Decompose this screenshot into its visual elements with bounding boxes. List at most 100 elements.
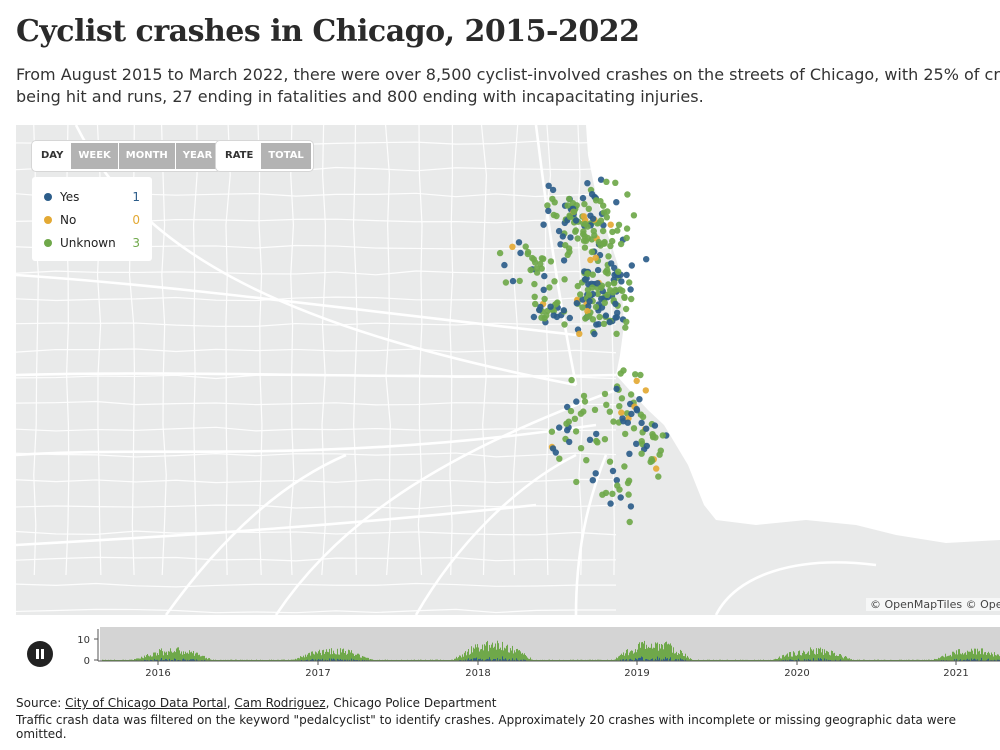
crash-dot — [544, 202, 551, 209]
crash-dot — [622, 324, 629, 331]
crash-dot — [581, 276, 589, 283]
timeline-bar — [987, 652, 988, 661]
timeline-bar — [975, 648, 976, 661]
timeline-bar — [649, 647, 650, 661]
timeline-bar — [530, 657, 531, 661]
timeline-bar — [830, 655, 831, 661]
mode-rate-button[interactable]: RATE — [218, 143, 262, 169]
timeline-bar-yes — [659, 657, 660, 661]
map-attribution[interactable]: © OpenMapTiles © OpenStreetMap contribut… — [866, 598, 1000, 611]
highway — [574, 454, 608, 615]
timeline-bar-yes — [506, 659, 507, 661]
timeline-bar — [198, 655, 199, 661]
crash-dot — [572, 428, 580, 435]
timeline-bar — [685, 653, 686, 661]
timeline-bar — [292, 659, 293, 661]
timeline-bar — [969, 651, 970, 661]
crash-dot — [609, 228, 616, 236]
timeline-bar — [171, 651, 172, 661]
timeline-chart[interactable]: 10 0 2016 2017 2018 2019 2020 2021 — [70, 624, 1000, 684]
timeline-bar — [993, 656, 994, 661]
map-canvas[interactable] — [16, 125, 1000, 615]
timeline-bar — [997, 654, 998, 661]
timeline-bar-yes — [334, 659, 335, 661]
period-year-button[interactable]: YEAR — [175, 143, 220, 169]
crash-dot — [560, 307, 567, 314]
timeline-x-tick-label: 2017 — [305, 668, 330, 679]
timeline-bar — [256, 659, 257, 661]
timeline-bar-yes — [681, 659, 682, 661]
timeline-bar — [572, 659, 573, 661]
timeline-bar — [204, 655, 205, 661]
timeline-bar — [953, 651, 954, 661]
crash-map[interactable]: DAY WEEK MONTH YEAR RATE TOTAL Yes 1 No … — [16, 125, 1000, 615]
period-day-button[interactable]: DAY — [34, 143, 72, 169]
pause-button[interactable] — [27, 641, 53, 667]
timeline-bar — [922, 659, 923, 661]
crash-dot — [633, 440, 640, 447]
timeline-bar — [346, 654, 347, 661]
crash-dot — [609, 237, 616, 245]
timeline-bar — [420, 659, 421, 661]
crash-dot — [648, 456, 655, 463]
period-week-button[interactable]: WEEK — [71, 143, 119, 169]
crash-dot — [597, 284, 605, 291]
timeline-bar — [475, 644, 476, 661]
timeline-bar — [377, 659, 378, 661]
crash-dot — [589, 215, 597, 222]
crash-dot — [581, 244, 589, 251]
timeline-bar — [396, 659, 397, 661]
timeline-bar — [972, 650, 973, 661]
road — [16, 530, 617, 536]
crash-dot — [573, 398, 580, 405]
timeline-bar — [522, 652, 523, 661]
timeline-bar — [945, 653, 946, 661]
crash-dot — [570, 208, 578, 215]
timeline-bar-yes — [682, 659, 683, 661]
timeline-bar — [941, 656, 942, 661]
timeline-bar-yes — [798, 658, 799, 661]
timeline-bar-yes — [824, 658, 825, 661]
timeline-bar — [158, 655, 159, 661]
timeline-bar — [874, 659, 875, 661]
timeline-bar — [354, 656, 355, 661]
timeline-bar-yes — [525, 659, 526, 661]
source-link-author[interactable]: Cam Rodriguez — [234, 696, 326, 710]
timeline-bar — [302, 657, 303, 661]
crash-dot — [596, 313, 603, 321]
crash-dot — [532, 300, 539, 308]
timeline-bar — [182, 654, 183, 661]
timeline-bar — [185, 651, 186, 661]
timeline-bar-yes — [467, 659, 468, 661]
page-subtitle: From August 2015 to March 2022, there we… — [16, 65, 1000, 106]
timeline-bar — [669, 644, 670, 661]
timeline-bar — [293, 659, 294, 661]
timeline-bar — [246, 659, 247, 661]
timeline-bar — [627, 649, 628, 661]
crash-dot — [549, 186, 557, 194]
timeline-bar — [832, 651, 833, 661]
timeline-brush-background[interactable] — [100, 627, 1000, 661]
period-month-button[interactable]: MONTH — [118, 143, 176, 169]
timeline-bar-yes — [997, 659, 998, 661]
timeline-bar — [682, 653, 683, 661]
timeline-bar — [722, 659, 723, 661]
crash-dot — [531, 293, 538, 300]
timeline-bar — [317, 653, 318, 661]
timeline-bar — [178, 647, 179, 661]
timeline-bar — [111, 659, 112, 661]
timeline-bar — [329, 648, 330, 661]
crash-dot — [618, 409, 625, 416]
source-link-data-portal[interactable]: City of Chicago Data Portal — [65, 696, 227, 710]
crash-dot — [579, 194, 587, 202]
timeline-bar — [548, 659, 549, 661]
crash-dot — [610, 280, 618, 287]
timeline-bar — [481, 649, 482, 661]
timeline-bar-yes — [642, 657, 643, 661]
crash-dot — [531, 280, 538, 288]
timeline-bar — [658, 650, 659, 661]
timeline-bar — [144, 655, 145, 661]
timeline-bar-yes — [966, 659, 967, 661]
timeline-bar-yes — [488, 659, 489, 661]
mode-total-button[interactable]: TOTAL — [261, 143, 311, 169]
